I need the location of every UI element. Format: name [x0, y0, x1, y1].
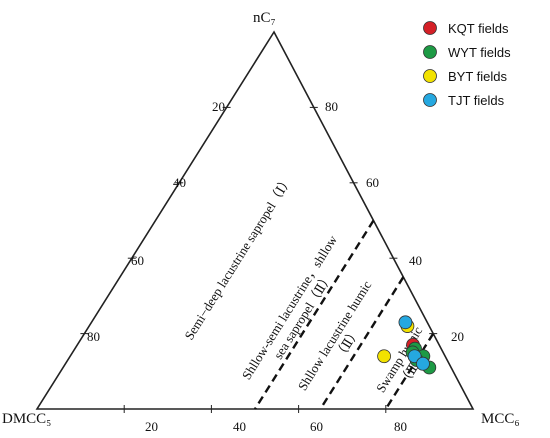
bottom-tick-label: 60	[310, 419, 323, 434]
bottom-tick-label: 80	[394, 419, 407, 434]
left-tick-labels: 20 40 60 80	[87, 99, 225, 344]
axis-ticks	[80, 106, 438, 413]
left-tick-label: 80	[87, 329, 100, 344]
legend: KQT fields WYT fields BYT fields TJT fie…	[423, 21, 511, 108]
legend-label-byt: BYT fields	[448, 69, 508, 84]
data-point-tjt	[416, 356, 430, 371]
bottom-tick-labels: 20 40 60 80	[145, 419, 407, 434]
vertex-label-top: nC₇	[253, 10, 276, 26]
left-tick-label: 20	[212, 99, 225, 114]
left-tick-label: 60	[131, 253, 144, 268]
bottom-tick-label: 20	[145, 419, 158, 434]
data-point-byt	[377, 349, 392, 364]
data-point-tjt	[398, 315, 413, 330]
legend-marker-kqt	[423, 21, 437, 35]
right-tick-label: 80	[325, 99, 338, 114]
zone-boundary-line-3	[384, 332, 435, 410]
right-tick-label: 40	[409, 253, 422, 268]
left-tick-label: 40	[173, 175, 186, 190]
legend-marker-byt	[423, 69, 437, 83]
zone-label-2: Shllow-semi lacustrine，shllow sea saprop…	[239, 232, 341, 382]
right-tick-label: 60	[366, 175, 379, 190]
legend-label-kqt: KQT fields	[448, 21, 509, 36]
legend-marker-tjt	[423, 93, 437, 107]
data-points	[377, 315, 437, 375]
right-tick-labels: 80 60 40 20	[325, 99, 464, 344]
zone-boundaries	[253, 219, 435, 410]
vertex-label-right: MCC₆	[481, 411, 520, 427]
legend-label-wyt: WYT fields	[448, 45, 511, 60]
vertex-label-left: DMCC₅	[2, 411, 51, 427]
legend-marker-wyt	[423, 45, 437, 59]
right-tick-label: 20	[451, 329, 464, 344]
bottom-tick-label: 40	[233, 419, 246, 434]
legend-label-tjt: TJT fields	[448, 93, 505, 108]
zone-boundary-line-1	[253, 219, 375, 410]
